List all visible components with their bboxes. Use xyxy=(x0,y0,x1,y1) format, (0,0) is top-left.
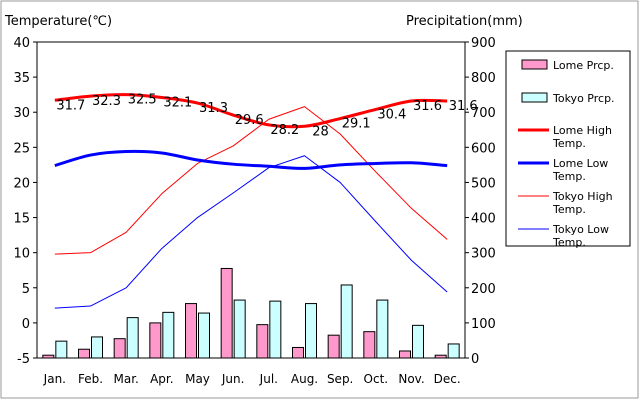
precip-bar-tokyo-9 xyxy=(340,284,353,359)
precip-bar-lome-10 xyxy=(363,331,376,359)
data-label: 31.6 xyxy=(413,99,442,114)
month-label: Oct. xyxy=(364,372,389,386)
month-label: May xyxy=(185,372,210,386)
right-tick-label: 300 xyxy=(471,247,496,262)
precip-bar-tokyo-6 xyxy=(233,299,246,359)
data-label: 31.3 xyxy=(199,101,228,116)
data-label: 31.7 xyxy=(56,98,85,113)
left-tick-label: 0 xyxy=(22,317,30,332)
data-label: 32.5 xyxy=(128,93,157,108)
precip-bar-lome-8 xyxy=(292,346,304,359)
precip-bar-lome-4 xyxy=(149,322,162,359)
lome-low-temp-line xyxy=(54,149,448,170)
right-tick-label: 400 xyxy=(471,212,496,227)
right-axis-title: Precipitation(mm) xyxy=(406,14,523,29)
legend: Lome Prcp. Tokyo Prcp. Lome High Temp. Lome … xyxy=(505,50,631,249)
left-tick-label: 10 xyxy=(13,247,30,262)
precip-bar-lome-7 xyxy=(256,324,269,359)
precip-bar-tokyo-8 xyxy=(305,303,317,359)
left-axis-title: Temperature(℃) xyxy=(4,14,112,29)
right-tick-label: 500 xyxy=(471,176,496,191)
precip-bar-tokyo-1 xyxy=(55,340,68,359)
precip-bar-lome-2 xyxy=(78,348,90,359)
right-tick-label: 600 xyxy=(471,141,496,156)
legend-label: Lome Prcp. xyxy=(553,59,614,72)
precip-bar-tokyo-11 xyxy=(412,324,424,359)
legend-label: Lome High Temp. xyxy=(552,124,612,150)
precip-bar-tokyo-2 xyxy=(91,336,103,359)
precip-bar-tokyo-5 xyxy=(198,312,210,359)
left-tick-label: 15 xyxy=(13,212,30,227)
precip-bar-tokyo-3 xyxy=(126,317,139,359)
left-tick-label: 40 xyxy=(13,36,30,51)
legend-box xyxy=(505,50,631,247)
data-label: 29.1 xyxy=(342,117,371,132)
lome-high-temp-line xyxy=(54,93,448,129)
precip-bar-lome-3 xyxy=(113,338,126,359)
precip-bar-lome-11 xyxy=(399,350,411,359)
data-label: 30.4 xyxy=(377,107,406,122)
month-label: Aug. xyxy=(291,372,318,386)
data-label: 29.6 xyxy=(235,113,264,128)
right-tick-label: 900 xyxy=(471,36,496,51)
left-tick-label: 20 xyxy=(13,176,30,191)
precip-bar-lome-6 xyxy=(220,267,233,359)
month-label: Jun. xyxy=(221,372,245,386)
left-tick-label: 35 xyxy=(13,71,30,86)
temperature-lines xyxy=(54,93,448,309)
left-tick-label: 30 xyxy=(13,106,30,121)
data-label: 32.3 xyxy=(92,94,121,109)
left-tick-label: 5 xyxy=(22,282,30,297)
month-label: Feb. xyxy=(78,372,103,386)
legend-label: Lome Low Temp. xyxy=(552,157,608,183)
right-tick-label: 100 xyxy=(471,317,496,332)
data-label: 32.1 xyxy=(163,95,192,110)
right-tick-label: 700 xyxy=(471,106,496,121)
month-label: Apr. xyxy=(150,372,173,386)
data-label: 28.2 xyxy=(270,123,299,138)
right-tick-label: 800 xyxy=(471,71,496,86)
month-label: Mar. xyxy=(113,372,138,386)
left-tick-label: -5 xyxy=(17,352,30,367)
tokyo-low-temp-line xyxy=(54,155,448,309)
left-tick-label: 25 xyxy=(13,141,30,156)
month-label: Dec. xyxy=(434,372,461,386)
legend-label: Tokyo Low Temp. xyxy=(552,223,609,249)
month-label: Sep. xyxy=(327,372,353,386)
legend-label: Tokyo Prcp. xyxy=(552,92,615,105)
tokyo-high-temp-line xyxy=(54,106,448,255)
month-label: Jan. xyxy=(43,372,66,386)
data-label: 28 xyxy=(312,124,329,139)
month-label: Nov. xyxy=(398,372,424,386)
right-tick-label: 200 xyxy=(471,282,496,297)
precip-bar-lome-5 xyxy=(185,303,197,359)
axis-ticks: 40 900 35 800 30 700 25 600 20 500 15 400 10 300 5 200 0… xyxy=(13,36,495,386)
legend-swatch xyxy=(521,59,548,70)
precip-bar-tokyo-10 xyxy=(376,299,389,359)
plot-area-frame xyxy=(36,41,466,359)
month-label: Jul. xyxy=(259,372,278,386)
precip-bar-tokyo-7 xyxy=(269,300,282,359)
data-labels: 31.7 32.3 32.5 32.1 31.3 29.6 28.2 28 29.1 30.4 31… xyxy=(56,93,477,140)
right-tick-label: 0 xyxy=(471,352,479,367)
precip-bar-lome-9 xyxy=(327,334,340,359)
data-label: 31.6 xyxy=(449,99,478,114)
legend-label: Tokyo High Temp. xyxy=(552,190,613,216)
precip-bar-tokyo-4 xyxy=(162,311,175,359)
precip-bar-tokyo-12 xyxy=(447,343,460,359)
legend-swatch xyxy=(521,92,548,103)
